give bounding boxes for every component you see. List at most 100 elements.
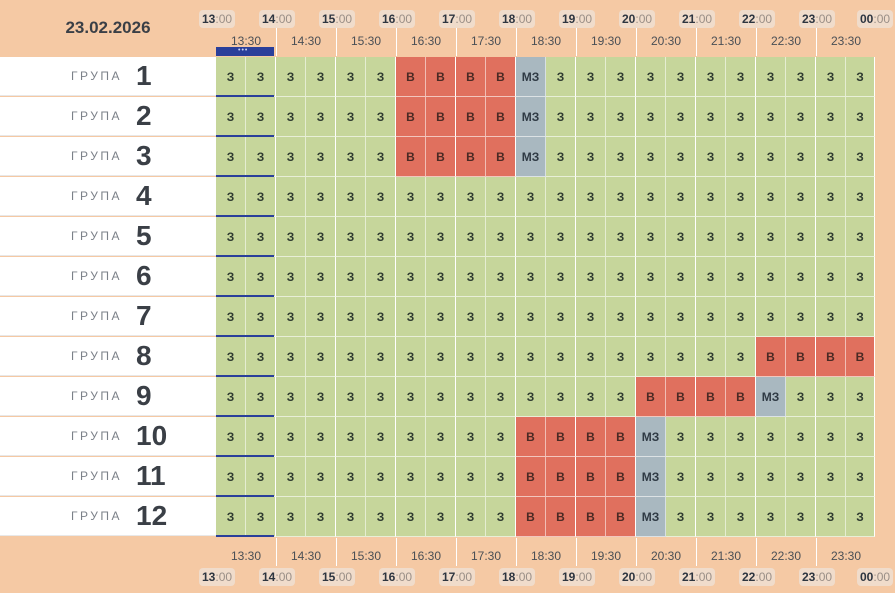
- slot-cell[interactable]: З: [696, 337, 726, 377]
- slot-cell[interactable]: З: [516, 337, 546, 377]
- slot-cell[interactable]: З: [846, 137, 875, 177]
- slot-cell[interactable]: МЗ: [516, 57, 546, 97]
- slot-cell[interactable]: З: [396, 457, 426, 497]
- slot-cell[interactable]: З: [366, 137, 396, 177]
- slot-cell[interactable]: З: [786, 417, 816, 457]
- slot-cell[interactable]: З: [816, 217, 846, 257]
- slot-cell[interactable]: В: [606, 457, 636, 497]
- slot-cell[interactable]: З: [546, 257, 576, 297]
- slot-cell[interactable]: МЗ: [636, 497, 666, 537]
- slot-cell[interactable]: З: [696, 417, 726, 457]
- slot-cell[interactable]: З: [306, 297, 336, 337]
- slot-cell[interactable]: З: [516, 377, 546, 417]
- slot-cell[interactable]: В: [636, 377, 666, 417]
- slot-cell[interactable]: В: [516, 417, 546, 457]
- slot-cell[interactable]: З: [426, 177, 456, 217]
- slot-cell[interactable]: З: [366, 457, 396, 497]
- slot-cell[interactable]: З: [306, 337, 336, 377]
- slot-cell[interactable]: З: [396, 297, 426, 337]
- slot-cell[interactable]: В: [486, 57, 516, 97]
- slot-cell[interactable]: З: [396, 177, 426, 217]
- slot-cell[interactable]: З: [426, 337, 456, 377]
- slot-cell[interactable]: З: [486, 457, 516, 497]
- slot-cell[interactable]: З: [636, 57, 666, 97]
- slot-cell[interactable]: З: [696, 297, 726, 337]
- slot-cell[interactable]: З: [816, 297, 846, 337]
- slot-cell[interactable]: З: [456, 457, 486, 497]
- slot-cell[interactable]: З: [366, 417, 396, 457]
- slot-cell[interactable]: З: [816, 177, 846, 217]
- slot-cell[interactable]: З: [366, 257, 396, 297]
- slot-cell[interactable]: З: [666, 177, 696, 217]
- slot-cell[interactable]: З: [246, 97, 276, 137]
- slot-cell[interactable]: З: [726, 217, 756, 257]
- slot-cell[interactable]: З: [216, 217, 246, 257]
- slot-cell[interactable]: З: [486, 217, 516, 257]
- slot-cell[interactable]: З: [546, 97, 576, 137]
- slot-cell[interactable]: З: [366, 97, 396, 137]
- slot-cell[interactable]: З: [726, 417, 756, 457]
- slot-cell[interactable]: З: [216, 457, 246, 497]
- slot-cell[interactable]: З: [546, 177, 576, 217]
- slot-cell[interactable]: З: [786, 137, 816, 177]
- slot-cell[interactable]: В: [576, 497, 606, 537]
- slot-cell[interactable]: З: [216, 377, 246, 417]
- slot-cell[interactable]: З: [456, 217, 486, 257]
- slot-cell[interactable]: З: [666, 137, 696, 177]
- slot-cell[interactable]: З: [516, 177, 546, 217]
- slot-cell[interactable]: З: [336, 217, 366, 257]
- slot-cell[interactable]: В: [396, 57, 426, 97]
- slot-cell[interactable]: З: [396, 257, 426, 297]
- slot-cell[interactable]: З: [786, 57, 816, 97]
- slot-cell[interactable]: З: [846, 257, 875, 297]
- slot-cell[interactable]: З: [486, 337, 516, 377]
- slot-cell[interactable]: З: [276, 97, 306, 137]
- slot-cell[interactable]: З: [726, 297, 756, 337]
- slot-cell[interactable]: З: [486, 497, 516, 537]
- slot-cell[interactable]: З: [576, 337, 606, 377]
- slot-cell[interactable]: В: [456, 97, 486, 137]
- slot-cell[interactable]: З: [396, 377, 426, 417]
- slot-cell[interactable]: З: [336, 497, 366, 537]
- slot-cell[interactable]: З: [816, 497, 846, 537]
- slot-cell[interactable]: З: [606, 137, 636, 177]
- slot-cell[interactable]: З: [636, 337, 666, 377]
- slot-cell[interactable]: З: [576, 177, 606, 217]
- slot-cell[interactable]: З: [306, 137, 336, 177]
- slot-cell[interactable]: З: [456, 297, 486, 337]
- slot-cell[interactable]: З: [726, 497, 756, 537]
- slot-cell[interactable]: З: [606, 297, 636, 337]
- slot-cell[interactable]: З: [756, 97, 786, 137]
- slot-cell[interactable]: В: [786, 337, 816, 377]
- slot-cell[interactable]: З: [276, 497, 306, 537]
- slot-cell[interactable]: В: [426, 57, 456, 97]
- slot-cell[interactable]: З: [456, 177, 486, 217]
- slot-cell[interactable]: В: [546, 457, 576, 497]
- slot-cell[interactable]: З: [696, 57, 726, 97]
- slot-cell[interactable]: З: [216, 177, 246, 217]
- slot-cell[interactable]: З: [606, 337, 636, 377]
- slot-cell[interactable]: З: [216, 257, 246, 297]
- slot-cell[interactable]: З: [276, 297, 306, 337]
- slot-cell[interactable]: З: [726, 57, 756, 97]
- slot-cell[interactable]: З: [636, 137, 666, 177]
- slot-cell[interactable]: З: [756, 57, 786, 97]
- slot-cell[interactable]: МЗ: [516, 137, 546, 177]
- slot-cell[interactable]: З: [306, 497, 336, 537]
- slot-cell[interactable]: В: [546, 417, 576, 457]
- slot-cell[interactable]: З: [666, 417, 696, 457]
- slot-cell[interactable]: З: [276, 257, 306, 297]
- slot-cell[interactable]: З: [696, 137, 726, 177]
- slot-cell[interactable]: З: [306, 457, 336, 497]
- slot-cell[interactable]: З: [276, 337, 306, 377]
- slot-cell[interactable]: З: [816, 377, 846, 417]
- slot-cell[interactable]: З: [756, 257, 786, 297]
- slot-cell[interactable]: З: [246, 377, 276, 417]
- slot-cell[interactable]: В: [396, 137, 426, 177]
- slot-cell[interactable]: З: [666, 337, 696, 377]
- slot-cell[interactable]: В: [486, 97, 516, 137]
- slot-cell[interactable]: З: [696, 257, 726, 297]
- slot-cell[interactable]: З: [696, 497, 726, 537]
- slot-cell[interactable]: З: [636, 297, 666, 337]
- slot-cell[interactable]: З: [246, 337, 276, 377]
